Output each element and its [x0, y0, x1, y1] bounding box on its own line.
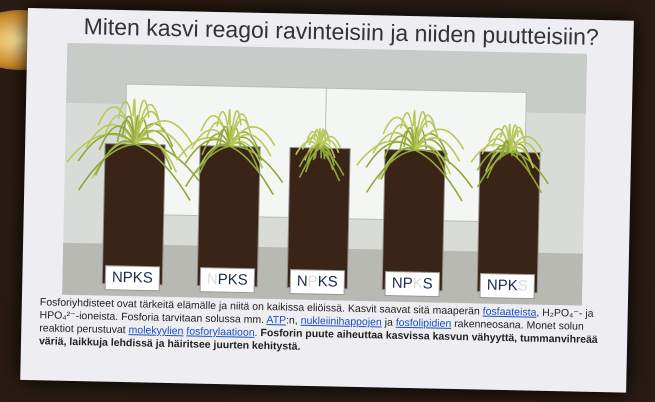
- slide: Miten kasvi reagoi ravinteisiin ja niide…: [20, 8, 634, 393]
- caption: Fosforiyhdisteet ovat tärkeitä elämälle …: [39, 296, 615, 360]
- plant-photo: NPKS NPKS NPKS NPKS NPKS: [62, 43, 587, 306]
- tube-label: NPKS: [297, 273, 338, 291]
- tube-label: NPKS: [487, 277, 528, 295]
- tube-label: NPKS: [112, 269, 153, 287]
- photo-scene: Miten kasvi reagoi ravinteisiin ja niide…: [0, 0, 655, 402]
- caption-link[interactable]: molekyylien: [128, 324, 183, 337]
- caption-link[interactable]: fosfolipidien: [396, 317, 452, 330]
- soil-tube: [382, 150, 445, 291]
- tube-label: NPKS: [207, 271, 248, 289]
- soil-tube: [102, 144, 165, 285]
- caption-link[interactable]: fosforylaatioon: [186, 325, 255, 338]
- caption-link[interactable]: fosfaateista: [483, 306, 537, 319]
- tube-label: NPKS: [392, 275, 433, 293]
- soil-tube: [197, 146, 260, 287]
- caption-link[interactable]: ATP: [266, 314, 286, 326]
- caption-text: :n,: [286, 314, 301, 326]
- caption-text: ja: [382, 316, 396, 328]
- caption-link[interactable]: nukleiinihappojen: [301, 315, 382, 329]
